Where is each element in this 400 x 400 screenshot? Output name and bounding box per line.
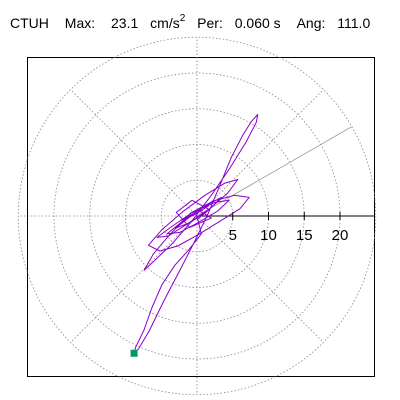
peak-marker xyxy=(130,349,138,357)
station-code: CTUH xyxy=(10,15,49,31)
tick-label-15: 15 xyxy=(296,227,313,244)
per-value: 0.060 s xyxy=(234,15,281,31)
grid-spoke-135 xyxy=(70,89,198,217)
max-label: Max: xyxy=(64,15,96,31)
ang-label: Ang: xyxy=(296,15,326,31)
max-unit: cm/s2 xyxy=(150,10,185,36)
max-unit-text: cm/s xyxy=(150,15,180,31)
tick-label-5: 5 xyxy=(229,227,237,244)
header-bar: CTUH Max: 23.1 cm/s2 Per: 0.060 s Ang: 1… xyxy=(10,10,370,36)
per-label: Per: xyxy=(197,15,223,31)
tick-labels: 5 10 15 20 xyxy=(229,227,349,244)
max-unit-exponent: 2 xyxy=(179,13,186,24)
grid-spoke-225 xyxy=(70,215,198,343)
max-value: 23.1 xyxy=(111,15,139,31)
grid-spoke-45 xyxy=(196,89,324,217)
tick-label-20: 20 xyxy=(332,227,349,244)
motion-trace xyxy=(133,114,259,354)
ang-value: 111.0 xyxy=(337,15,371,31)
azimuth-line xyxy=(196,126,353,217)
plot-frame xyxy=(27,57,375,377)
start-marker-group xyxy=(130,349,138,357)
tick-label-10: 10 xyxy=(260,227,277,244)
trace-path xyxy=(133,114,259,354)
